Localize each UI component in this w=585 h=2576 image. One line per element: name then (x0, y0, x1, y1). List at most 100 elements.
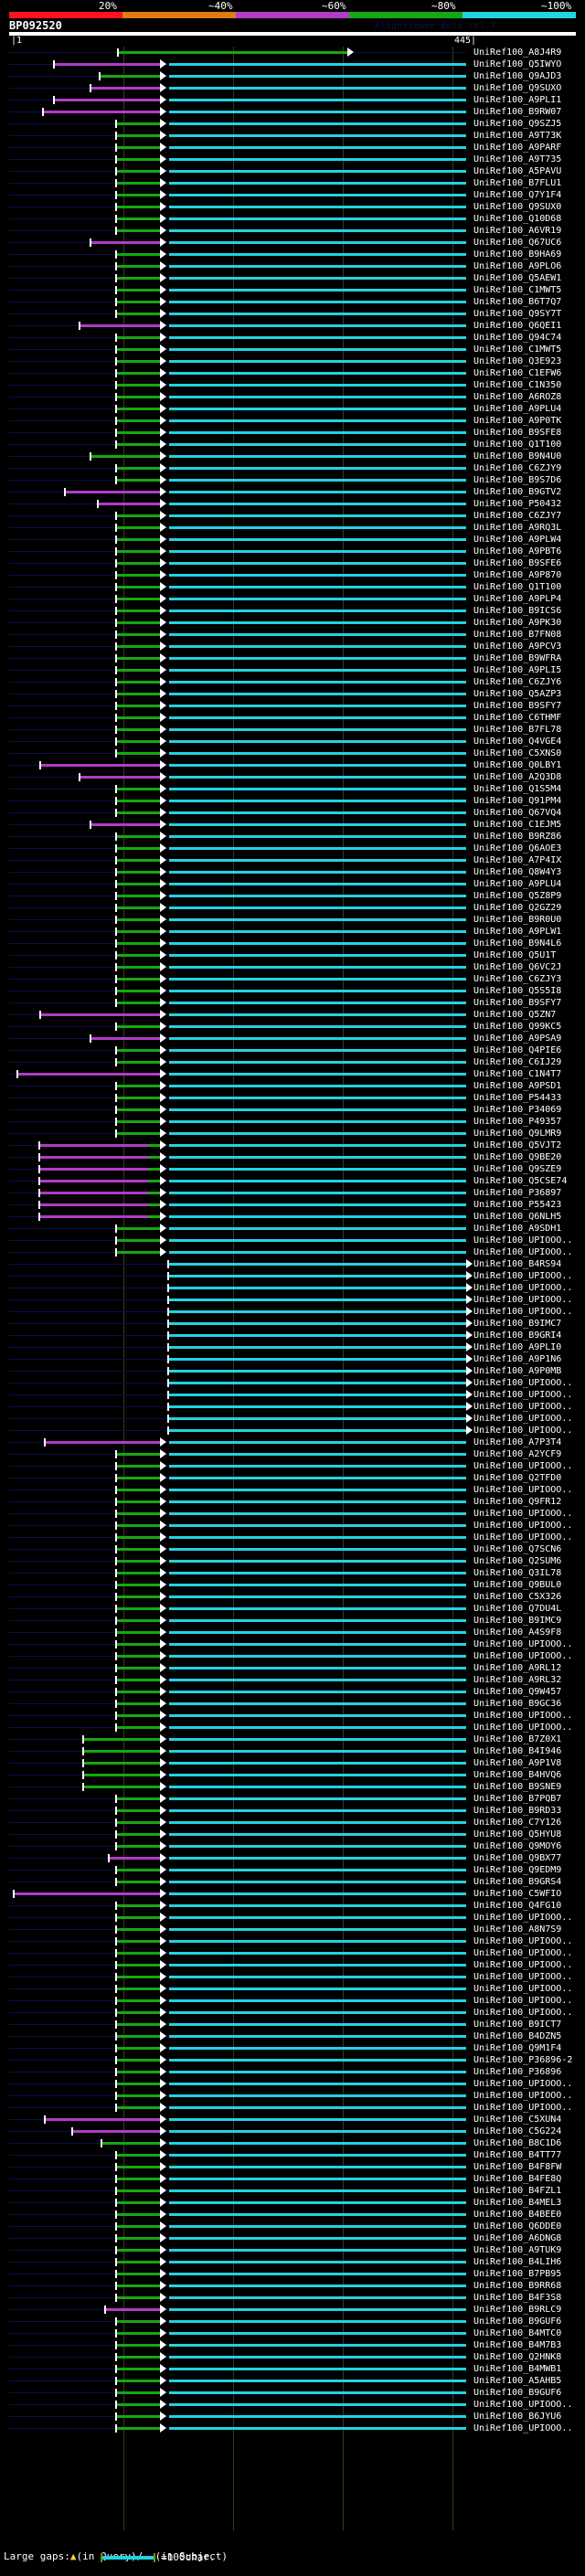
hit-row[interactable]: UniRef100_Q91PM4 (0, 795, 585, 807)
hit-row[interactable]: UniRef100_UPIOOO.. (0, 1947, 585, 1959)
hit-label[interactable]: UniRef100_UPIOOO.. (473, 1414, 573, 1424)
hit-row[interactable]: UniRef100_Q9SUXO (0, 82, 585, 94)
hit-label[interactable]: UniRef100_Q9LMR9 (473, 1129, 562, 1139)
hsp-segment[interactable] (40, 1192, 148, 1194)
hit-label[interactable]: UniRef100_C1N350 (473, 380, 562, 390)
hsp-segment[interactable] (117, 467, 160, 470)
hsp-segment[interactable] (169, 1667, 466, 1670)
hsp-segment[interactable] (169, 2189, 466, 2192)
hsp-segment[interactable] (117, 122, 160, 125)
hit-label[interactable]: UniRef100_B9GUF6 (473, 2388, 562, 2398)
hsp-segment[interactable] (46, 1441, 160, 1444)
hit-row[interactable]: UniRef100_B6T7Q7 (0, 296, 585, 308)
hit-row[interactable]: UniRef100_A9PLW1 (0, 926, 585, 938)
hsp-segment[interactable] (169, 895, 466, 897)
hit-label[interactable]: UniRef100_B4M7B3 (473, 2340, 562, 2350)
hit-row[interactable]: UniRef100_Q1T100 (0, 439, 585, 451)
hit-row[interactable]: UniRef100_B9SFE8 (0, 427, 585, 439)
hit-label[interactable]: UniRef100_A9PLW1 (473, 927, 562, 937)
hit-row[interactable]: UniRef100_Q5CSE74 (0, 1175, 585, 1187)
hit-row[interactable]: UniRef100_Q0LBY1 (0, 759, 585, 771)
hit-row[interactable]: UniRef100_Q2SUM6 (0, 1555, 585, 1567)
hsp-segment[interactable] (117, 301, 160, 303)
hsp-segment[interactable] (117, 1964, 160, 1966)
hsp-segment[interactable] (91, 87, 160, 90)
hsp-segment[interactable] (40, 1144, 148, 1147)
hsp-segment[interactable] (169, 360, 466, 363)
hsp-segment[interactable] (169, 1964, 466, 1966)
hsp-segment[interactable] (169, 1441, 466, 1444)
hsp-segment[interactable] (117, 1239, 160, 1242)
hit-row[interactable]: UniRef100_Q1S5M4 (0, 783, 585, 795)
hsp-segment[interactable] (40, 1156, 148, 1159)
hsp-segment[interactable] (169, 99, 466, 101)
hit-label[interactable]: UniRef100_A5PAVU (473, 166, 562, 176)
hit-label[interactable]: UniRef100_C6ZJY9 (473, 463, 562, 473)
hsp-segment[interactable] (169, 229, 466, 232)
hsp-segment[interactable] (117, 883, 160, 885)
hit-row[interactable]: UniRef100_A5PAVU (0, 165, 585, 177)
hsp-segment[interactable] (169, 1370, 466, 1373)
hit-row[interactable]: UniRef100_Q6DDE0 (0, 2221, 585, 2232)
hit-row[interactable]: UniRef100_B4TT77 (0, 2149, 585, 2161)
hit-row[interactable]: UniRef100_UPIOOO.. (0, 1413, 585, 1425)
hit-label[interactable]: UniRef100_B9GC36 (473, 1699, 562, 1709)
hit-row[interactable]: UniRef100_A9RL32 (0, 1674, 585, 1686)
hsp-segment[interactable] (117, 1631, 160, 1634)
hit-row[interactable]: UniRef100_B7PQB7 (0, 1793, 585, 1805)
hit-row[interactable]: UniRef100_P50432 (0, 498, 585, 510)
hsp-segment[interactable] (117, 1833, 160, 1836)
hit-label[interactable]: UniRef100_A5AHB5 (473, 2376, 562, 2386)
hsp-segment[interactable] (117, 146, 160, 149)
hit-row[interactable]: UniRef100_B9N4U0 (0, 451, 585, 462)
hit-label[interactable]: UniRef100_Q5IWYO (473, 59, 562, 69)
hsp-segment[interactable] (169, 1750, 466, 1753)
hsp-segment[interactable] (117, 610, 160, 612)
hit-label[interactable]: UniRef100_Q4PIE6 (473, 1045, 562, 1055)
hsp-segment[interactable] (169, 2201, 466, 2204)
hsp-segment[interactable] (169, 491, 466, 493)
hit-label[interactable]: UniRef100_Q10D68 (473, 214, 562, 224)
hit-label[interactable]: UniRef100_B9GUF6 (473, 2316, 562, 2327)
hit-label[interactable]: UniRef100_C6ZJY3 (473, 974, 562, 984)
hit-label[interactable]: UniRef100_UPIOOO.. (473, 1461, 573, 1471)
hit-label[interactable]: UniRef100_UPIOOO.. (473, 1283, 573, 1293)
hit-row[interactable]: UniRef100_B4MEL3 (0, 2197, 585, 2209)
hsp-segment[interactable] (117, 2083, 160, 2085)
hit-row[interactable]: UniRef100_UPIOOO.. (0, 1520, 585, 1532)
hsp-segment[interactable] (169, 1904, 466, 1907)
hit-label[interactable]: UniRef100_Q7Y1F4 (473, 190, 562, 200)
hit-row[interactable]: UniRef100_P36897 (0, 1187, 585, 1199)
hsp-segment[interactable] (117, 408, 160, 410)
hsp-segment[interactable] (169, 1192, 466, 1194)
hsp-segment[interactable] (117, 1797, 160, 1800)
hit-row[interactable]: UniRef100_B9RLC9 (0, 2304, 585, 2316)
hit-label[interactable]: UniRef100_A9RL12 (473, 1663, 562, 1673)
hsp-segment[interactable] (169, 693, 466, 695)
hsp-segment[interactable] (169, 2011, 466, 2014)
hsp-segment[interactable] (169, 1738, 466, 1741)
hit-row[interactable]: UniRef100_A8N7S9 (0, 1924, 585, 1935)
hit-row[interactable]: UniRef100_Q4VGE4 (0, 736, 585, 747)
hit-label[interactable]: UniRef100_B4HVQ6 (473, 1770, 562, 1780)
hit-label[interactable]: UniRef100_B4MTC0 (473, 2328, 562, 2338)
hsp-segment[interactable] (117, 2296, 160, 2299)
hit-row[interactable]: UniRef100_B4MTC0 (0, 2327, 585, 2339)
hit-row[interactable]: UniRef100_P36896-2 (0, 2054, 585, 2066)
hit-row[interactable]: UniRef100_C1N350 (0, 379, 585, 391)
hsp-segment[interactable] (169, 1287, 466, 1289)
hit-label[interactable]: UniRef100_P36897 (473, 1188, 562, 1198)
hsp-segment[interactable] (169, 942, 466, 945)
hsp-segment[interactable] (169, 788, 466, 790)
hsp-segment[interactable] (117, 2332, 160, 2335)
hit-row[interactable]: UniRef100_B9RZ86 (0, 831, 585, 843)
hsp-segment[interactable] (46, 2118, 160, 2121)
hsp-segment[interactable] (169, 1239, 466, 1242)
hit-label[interactable]: UniRef100_Q5VJT2 (473, 1140, 562, 1150)
hit-row[interactable]: UniRef100_A9P1N6 (0, 1353, 585, 1365)
hit-row[interactable]: UniRef100_B9RD33 (0, 1805, 585, 1817)
hsp-segment[interactable] (84, 1774, 160, 1776)
hsp-segment[interactable] (169, 2083, 466, 2085)
hit-row[interactable]: UniRef100_B7PB95 (0, 2268, 585, 2280)
hsp-segment[interactable] (169, 752, 466, 755)
